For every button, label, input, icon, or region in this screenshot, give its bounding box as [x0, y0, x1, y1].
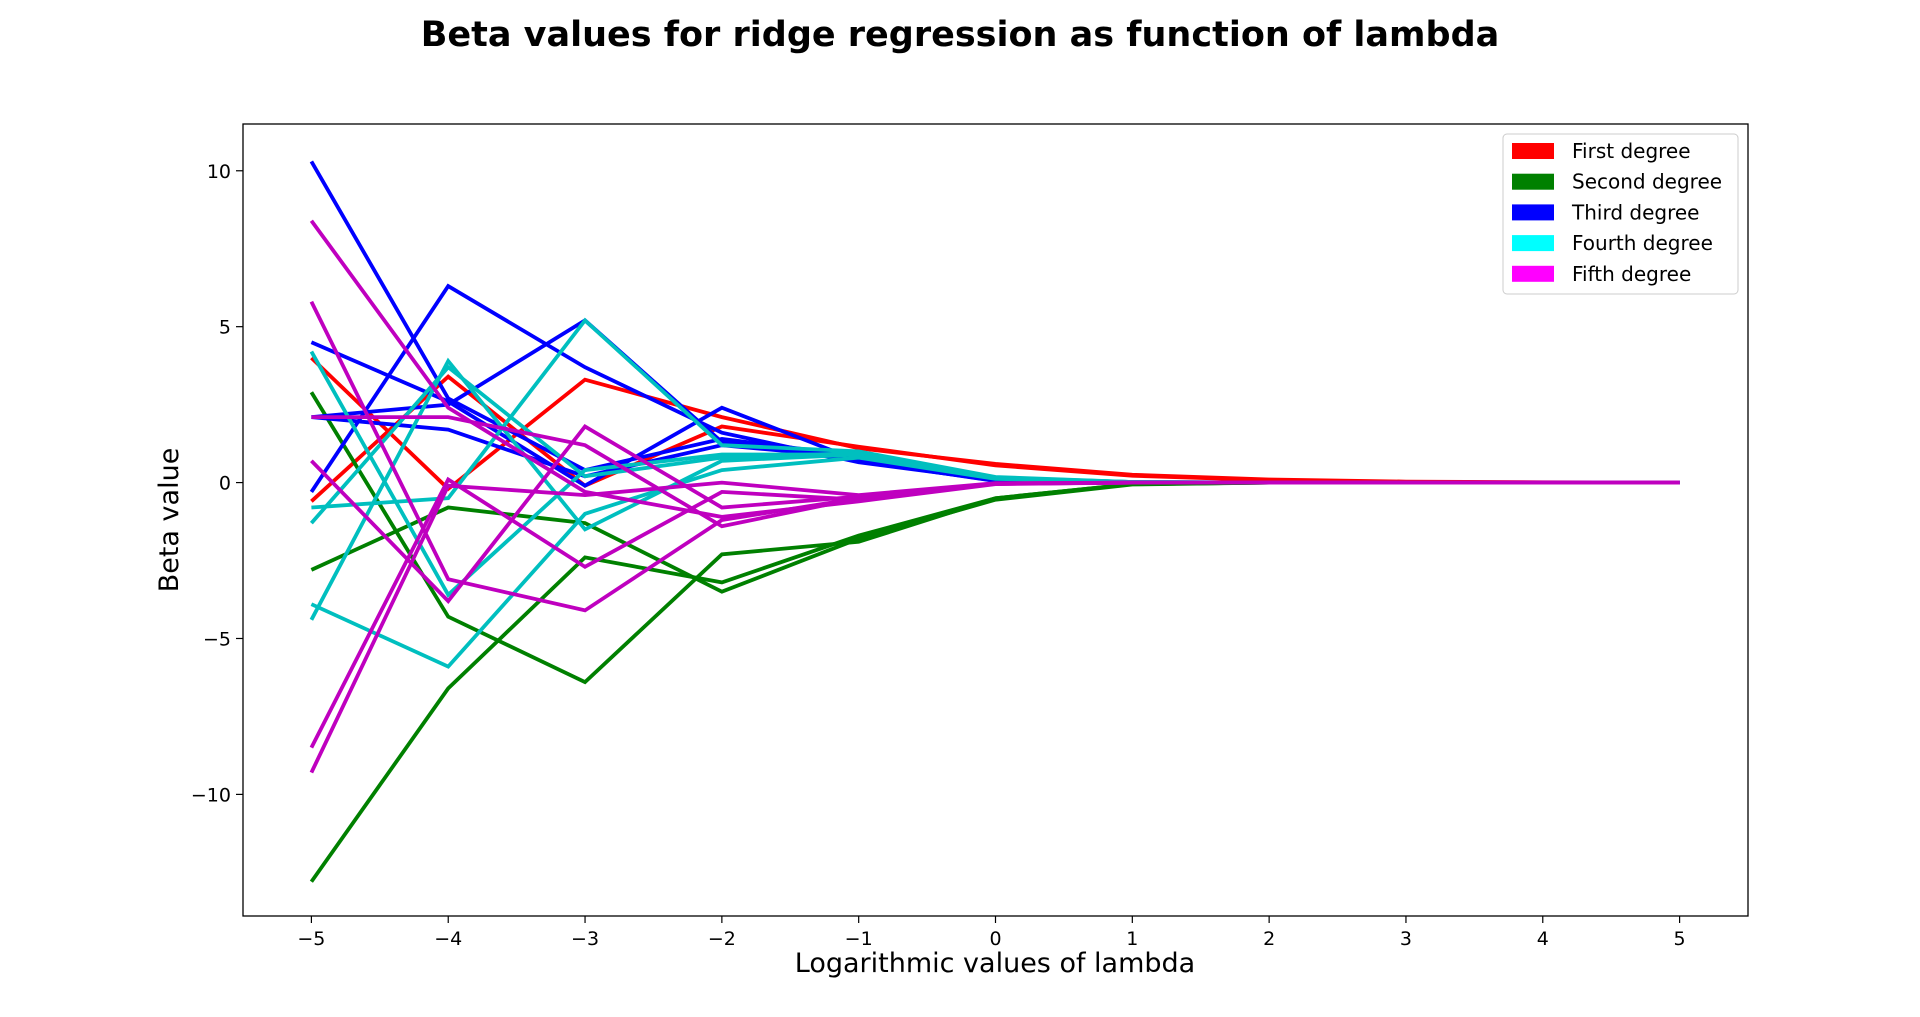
- x-tick-label: −5: [297, 928, 325, 950]
- legend-label: Fourth degree: [1572, 231, 1713, 255]
- y-axis-label: Beta value: [154, 448, 185, 593]
- legend: First degree Second degree Third degree Fou…: [1502, 133, 1739, 295]
- legend-box: [1502, 133, 1739, 295]
- x-axis-label: Logarithmic values of lambda: [795, 948, 1195, 979]
- legend-swatch: [1512, 265, 1554, 282]
- legend-swatch: [1512, 173, 1554, 190]
- y-tick-label: 5: [219, 317, 231, 339]
- x-axis: −5 −4 −3 −2 −1 0 1 2 3 4 5: [297, 916, 1686, 950]
- legend-label: Third degree: [1571, 200, 1699, 224]
- legend-swatch: [1512, 204, 1554, 221]
- x-tick-label: −4: [434, 928, 462, 950]
- x-tick-label: 2: [1263, 928, 1275, 950]
- chart-title: Beta values for ridge regression as func…: [421, 15, 1500, 55]
- y-tick-label: −10: [191, 784, 231, 806]
- legend-label: First degree: [1572, 139, 1691, 163]
- x-tick-label: −3: [571, 928, 599, 950]
- y-tick-label: 0: [219, 473, 231, 495]
- x-tick-label: 1: [1126, 928, 1138, 950]
- legend-swatch: [1512, 143, 1554, 159]
- x-tick-label: 5: [1674, 928, 1686, 950]
- y-tick-label: −5: [203, 628, 231, 650]
- x-tick-label: 0: [989, 928, 1001, 950]
- series-layer: [309, 160, 1680, 883]
- y-axis: 10 5 0 −5 −10: [191, 161, 243, 806]
- x-tick-label: −1: [845, 928, 873, 950]
- x-tick-label: −2: [708, 928, 736, 950]
- x-tick-label: 3: [1400, 928, 1412, 950]
- legend-label: Fifth degree: [1572, 262, 1691, 286]
- legend-swatch: [1512, 235, 1554, 252]
- y-tick-label: 10: [207, 161, 231, 183]
- series-line-21: [309, 480, 1680, 774]
- legend-label: Second degree: [1572, 170, 1722, 194]
- x-tick-label: 4: [1537, 928, 1549, 950]
